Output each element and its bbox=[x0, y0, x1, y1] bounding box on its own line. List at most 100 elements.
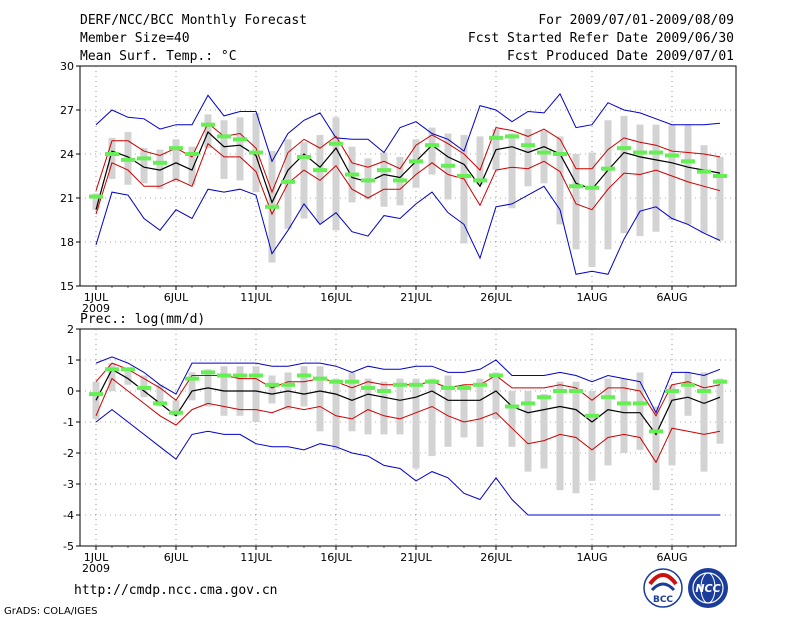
temp-ytick-label: 18 bbox=[60, 236, 74, 249]
prec-ytick-label: 2 bbox=[67, 323, 74, 336]
prec-obs-marker bbox=[361, 385, 375, 390]
prec-obs-marker bbox=[473, 382, 487, 387]
prec-obs-marker bbox=[681, 382, 695, 387]
prec-spread-box bbox=[428, 378, 436, 457]
prec-obs-marker bbox=[345, 379, 359, 384]
temp-spread-box bbox=[140, 148, 148, 184]
prec-spread-box bbox=[348, 372, 356, 432]
prec-xtick-label: 6AUG bbox=[656, 551, 687, 564]
prec-obs-marker bbox=[537, 395, 551, 400]
temp-obs-marker bbox=[681, 159, 695, 164]
temp-spread-box bbox=[636, 124, 644, 237]
prec-spread-box bbox=[620, 378, 628, 453]
prec-spread-box bbox=[524, 391, 532, 472]
prec-ytick-label: -3 bbox=[63, 478, 74, 491]
prec-obs-marker bbox=[697, 389, 711, 393]
prec-spread-box bbox=[172, 400, 180, 416]
prec-obs-marker bbox=[441, 385, 455, 390]
temp-obs-marker bbox=[153, 160, 167, 165]
prec-xtick-label: 1AUG bbox=[576, 551, 607, 564]
prec-obs-marker bbox=[505, 404, 519, 409]
grads-credit: GrADS: COLA/IGES bbox=[4, 606, 98, 617]
prec-spread-box bbox=[252, 366, 260, 422]
temp-obs-marker bbox=[521, 143, 535, 148]
prec-ytick-label: 1 bbox=[67, 354, 74, 367]
temp-obs-marker bbox=[217, 134, 231, 139]
temp-line-max_top bbox=[95, 92, 721, 163]
source-url[interactable]: http://cmdp.ncc.cma.gov.cn bbox=[74, 583, 278, 598]
prec-obs-marker bbox=[105, 367, 119, 372]
temp-line-upper bbox=[95, 122, 721, 194]
temp-line-mean bbox=[95, 130, 721, 210]
prec-obs-marker bbox=[633, 401, 647, 406]
temp-spread-box bbox=[332, 117, 340, 231]
prec-xtick-label: 11JUL bbox=[240, 551, 272, 564]
prec-line-max_env bbox=[95, 356, 721, 414]
prec-obs-marker bbox=[185, 376, 199, 381]
temp-spread-box bbox=[172, 139, 180, 182]
prec-spread-box bbox=[396, 378, 404, 435]
prec-spread-box bbox=[492, 372, 500, 419]
temp-obs-marker bbox=[505, 134, 519, 139]
prec-obs-marker bbox=[521, 401, 535, 406]
prec-obs-marker bbox=[153, 401, 167, 406]
temp-xtick-label: 16JUL bbox=[320, 291, 352, 304]
prec-obs-marker bbox=[649, 429, 663, 434]
prec-obs-marker bbox=[377, 389, 391, 393]
prec-obs-marker bbox=[489, 373, 503, 378]
prec-obs-marker bbox=[409, 382, 423, 387]
temp-obs-marker bbox=[553, 152, 567, 156]
prec-spread-box bbox=[92, 381, 100, 419]
prec-obs-marker bbox=[233, 373, 247, 378]
prec-spread-box bbox=[716, 378, 724, 444]
start-refer-date: Fcst Started Refer Date 2009/06/30 bbox=[468, 31, 734, 46]
prec-spread-box bbox=[156, 384, 164, 407]
prec-spread-box bbox=[412, 378, 420, 469]
prec-spread-box bbox=[684, 372, 692, 416]
temp-obs-marker bbox=[649, 150, 663, 155]
prec-spread-box bbox=[332, 378, 340, 450]
prec-obs-marker bbox=[137, 385, 151, 390]
temp-xtick-label: 26JUL bbox=[480, 291, 512, 304]
temp-obs-marker bbox=[105, 152, 119, 156]
temp-frame bbox=[79, 65, 737, 287]
prec-spread-box bbox=[460, 384, 468, 438]
precip-panel-title: Prec.: log(mm/d) bbox=[80, 312, 205, 327]
prec-ytick-label: 0 bbox=[67, 385, 74, 398]
temp-obs-marker bbox=[201, 122, 215, 127]
prec-obs-marker bbox=[553, 389, 567, 393]
prec-obs-marker bbox=[121, 367, 135, 372]
prec-spread-box bbox=[588, 391, 596, 481]
temp-obs-marker bbox=[569, 184, 583, 189]
variable-label: Mean Surf. Temp.: °C bbox=[80, 49, 237, 64]
temp-obs-marker bbox=[137, 156, 151, 161]
prec-spread-box bbox=[108, 363, 116, 391]
prec-ytick-label: -1 bbox=[63, 416, 74, 429]
temp-spread-box bbox=[236, 117, 244, 181]
temp-spread-box bbox=[604, 120, 612, 250]
temp-obs-marker bbox=[473, 178, 487, 183]
prec-obs-marker bbox=[393, 382, 407, 387]
temp-obs-marker bbox=[185, 152, 199, 156]
temp-spread-box bbox=[668, 124, 676, 220]
prec-spread-box bbox=[668, 384, 676, 466]
prec-spread-box bbox=[540, 394, 548, 469]
ncc-logo: NCC bbox=[688, 568, 728, 608]
prec-obs-marker bbox=[265, 382, 279, 387]
temp-obs-marker bbox=[393, 178, 407, 183]
temp-obs-marker bbox=[665, 153, 679, 158]
prec-obs-marker bbox=[89, 392, 103, 397]
prec-line-lower bbox=[95, 377, 721, 464]
prec-year-label: 2009 bbox=[82, 562, 110, 575]
temp-xtick-label: 1AUG bbox=[576, 291, 607, 304]
temp-spread-box bbox=[508, 133, 516, 209]
prec-xtick-label: 16JUL bbox=[320, 551, 352, 564]
temp-spread-box bbox=[428, 127, 436, 175]
prec-ytick-label: -4 bbox=[63, 509, 74, 522]
prec-obs-marker bbox=[601, 395, 615, 400]
temp-spread-box bbox=[108, 137, 116, 179]
temp-obs-marker bbox=[169, 146, 183, 151]
bcc-logo-text: BCC bbox=[653, 595, 673, 605]
temp-obs-marker bbox=[409, 159, 423, 164]
